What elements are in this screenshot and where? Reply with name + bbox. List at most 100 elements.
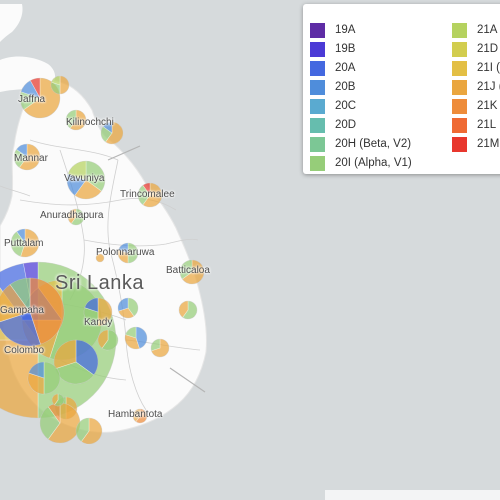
legend-item-21j[interactable]: 21J ( [452,79,500,95]
pie-outline [132,408,148,424]
clade-pie-marker[interactable] [51,393,65,407]
clade-pie-marker[interactable] [13,143,41,171]
legend-label: 19B [335,43,356,55]
legend-label: 21M [477,138,500,150]
clade-pie-marker[interactable] [0,277,65,347]
pie-slice [28,361,45,379]
clade-pie-marker[interactable] [150,338,170,358]
pie-slice [39,406,61,440]
pie-slice [135,408,148,424]
pie-outline [66,160,106,200]
place-label-batticaloa: Batticaloa [166,265,210,276]
pie-slice [10,231,26,257]
clade-pie-marker[interactable] [39,402,81,444]
legend-item-21m[interactable]: 21M [452,136,499,152]
pie-slice [132,408,141,423]
clade-pie-marker[interactable] [117,297,139,319]
pie-slice [127,297,139,317]
legend-swatch [452,117,467,133]
pie-outline [51,393,65,407]
pie-outline [13,143,41,171]
clade-pie-marker[interactable] [67,208,85,226]
place-label-trincomalee: Trincomalee [120,189,175,200]
clade-pie-marker[interactable] [83,297,113,327]
legend-swatch [310,22,325,38]
clade-pie-marker[interactable] [100,121,124,145]
legend-item-21i[interactable]: 21I ( [452,60,500,76]
legend-label: 21D [477,43,499,55]
clade-pie-marker[interactable] [65,109,87,131]
pie-slice [178,300,189,318]
pie-outline [179,259,205,285]
pie-outline [83,297,113,327]
clade-pie-marker[interactable] [19,77,61,119]
legend-item-21d[interactable]: 21D [452,41,498,57]
pie-slice [150,338,161,352]
pie-slice [80,417,103,445]
pie-slice [0,311,41,347]
legend-swatch [452,136,467,152]
pie-slice [69,109,87,131]
legend-label: 20C [335,100,357,112]
place-label-hambantota: Hambantota [108,409,163,420]
legend-item-20i[interactable]: 20I (Alpha, V1) [310,155,412,171]
legend-label: 20H (Beta, V2) [335,138,412,150]
legend-swatch [310,79,325,95]
legend-item-20h[interactable]: 20H (Beta, V2) [310,136,411,152]
clade-pie-marker[interactable] [27,361,61,395]
clade-legend: 19A 19B 20A 20B 20C 20D 20H (Beta, V2) 2… [303,4,500,174]
clade-pie-marker[interactable] [137,182,163,208]
pie-outline [10,228,40,258]
pie-outline [178,300,198,320]
clade-pie-marker[interactable] [178,300,198,320]
pie-outline [27,361,61,395]
place-label-mannar: Mannar [14,153,48,164]
pie-slice [16,228,26,244]
place-label-kandy: Kandy [84,317,113,328]
legend-label: 19A [335,24,356,36]
pie-slice [74,179,102,200]
legend-swatch [452,79,467,95]
pie-slice [29,277,65,345]
clade-pie-marker[interactable] [50,75,70,95]
place-label-polonnaruwa: Polonnaruwa [96,247,155,258]
legend-item-21a[interactable]: 21A [452,22,497,38]
legend-label: 21A [477,24,498,36]
clade-pie-marker[interactable] [75,417,103,445]
pie-slice [83,307,99,327]
legend-item-20c[interactable]: 20C [310,98,356,114]
legend-label: 21K [477,100,498,112]
clade-pie-marker[interactable] [97,329,119,351]
clade-pie-marker[interactable] [53,339,99,385]
legend-item-21l[interactable]: 21L [452,117,496,133]
legend-item-20a[interactable]: 20A [310,60,355,76]
clade-pie-marker[interactable] [117,242,139,264]
pie-outline [67,208,85,226]
clade-pie-markers[interactable] [0,75,205,445]
pie-slice [102,121,113,134]
country-label: Sri Lanka [55,272,144,294]
legend-item-20d[interactable]: 20D [310,117,356,133]
legend-swatch [452,41,467,57]
pie-slice [182,300,198,320]
legend-swatch [310,41,325,57]
clade-pie-marker[interactable] [179,259,205,285]
legend-label: 21I ( [477,62,500,74]
clade-pie-marker[interactable] [124,326,148,350]
legend-item-21k[interactable]: 21K [452,98,497,114]
legend-item-20b[interactable]: 20B [310,79,355,95]
clade-pie-marker[interactable] [66,160,106,200]
clade-pie-marker[interactable] [132,408,148,424]
pie-outline [95,253,105,263]
clade-pie-marker[interactable] [10,228,40,258]
legend-swatch [452,60,467,76]
pie-slice [75,339,99,376]
legend-item-19a[interactable]: 19A [310,22,355,38]
legend-swatch [310,155,325,171]
pie-outline [75,417,103,445]
legend-swatch [310,98,325,114]
clade-pie-marker[interactable] [95,253,105,263]
legend-item-19b[interactable]: 19B [310,41,355,57]
pie-slice [179,259,193,280]
legend-label: 20D [335,119,357,131]
